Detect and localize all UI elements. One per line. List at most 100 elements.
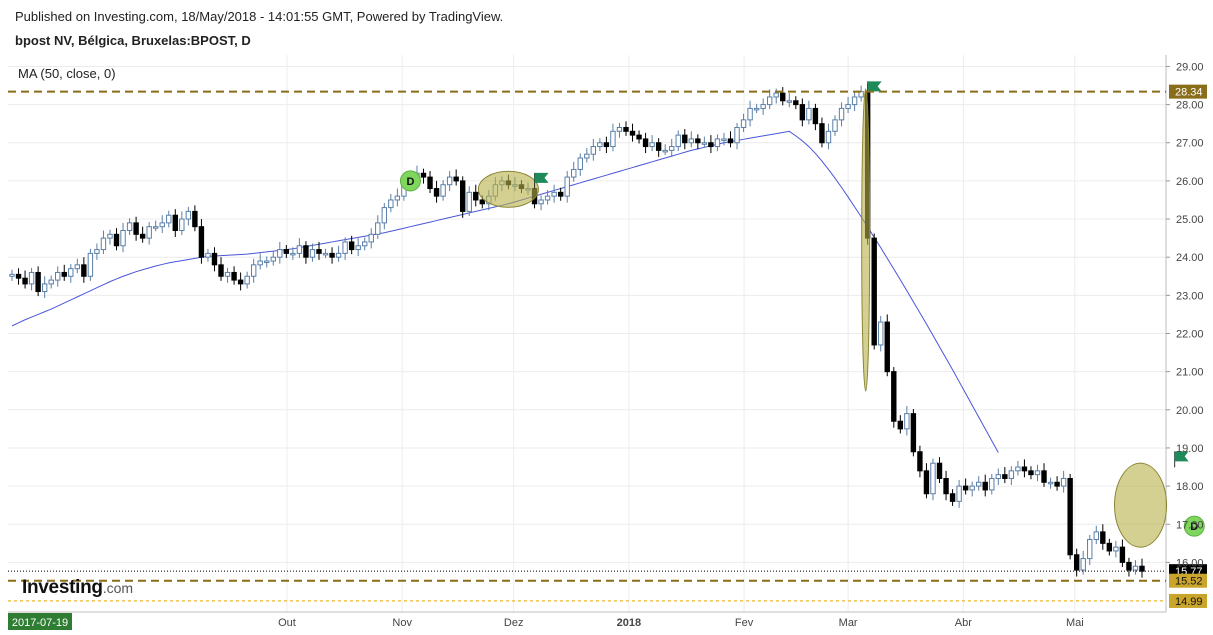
- candle-down: [473, 191, 479, 201]
- highlight-ellipse: [1114, 462, 1168, 548]
- candle-up: [538, 199, 544, 205]
- candle-down: [1021, 466, 1028, 472]
- candle-up: [825, 130, 832, 144]
- candle-down: [799, 104, 806, 121]
- candle-down: [283, 249, 290, 254]
- candle-down: [923, 470, 930, 495]
- candle-down: [1002, 474, 1008, 479]
- candle-down: [793, 100, 799, 106]
- candle-up: [969, 485, 975, 491]
- candle-down: [218, 264, 224, 277]
- candle-down: [603, 142, 610, 148]
- candle-down: [884, 321, 890, 373]
- candle-down: [910, 413, 917, 453]
- candle-up: [956, 485, 962, 502]
- candle-down: [936, 462, 943, 479]
- candle-up: [688, 138, 695, 144]
- candle-up: [322, 252, 329, 256]
- candle-up: [976, 481, 982, 487]
- candle-up: [878, 321, 884, 346]
- candle-down: [133, 222, 139, 235]
- candle-up: [675, 134, 681, 148]
- x-tick-label: Fev: [735, 617, 754, 629]
- candle-up: [701, 142, 708, 145]
- candle-up: [94, 249, 100, 254]
- candle-down: [819, 123, 825, 144]
- candle-down: [949, 493, 956, 502]
- y-axis: 16.00 17.00 18.00 19.00 20.00 21.00 22.00 23.00…: [1166, 61, 1204, 569]
- candle-down: [708, 142, 714, 148]
- x-tick-label: Mai: [1066, 617, 1084, 629]
- candle-up: [995, 474, 1002, 479]
- x-tick-label: Out: [278, 617, 296, 629]
- candle-up: [551, 191, 557, 197]
- candle-down: [636, 134, 642, 140]
- candle-up: [584, 153, 590, 159]
- x-tick-label: Nov: [392, 617, 412, 629]
- candle-up: [597, 142, 603, 148]
- candle-up: [786, 100, 792, 103]
- candle-up: [179, 218, 185, 231]
- candle-up: [48, 279, 54, 285]
- candle-down: [682, 134, 688, 144]
- y-tick-label: 27.00: [1176, 138, 1204, 150]
- candle-down: [871, 237, 877, 346]
- candle-down: [231, 271, 237, 281]
- candle-up: [989, 477, 995, 491]
- candle-up: [610, 130, 616, 148]
- candle-up: [342, 241, 348, 254]
- candle-down: [1139, 565, 1145, 572]
- candle-up: [1093, 531, 1099, 541]
- highlight-ellipse: [477, 170, 539, 208]
- y-tick-label: 17.00: [1176, 519, 1204, 531]
- candle-up: [9, 273, 15, 277]
- y-tick-label: 25.00: [1176, 214, 1204, 226]
- candle-down: [348, 241, 355, 251]
- candle-up: [270, 256, 276, 262]
- candle-up: [152, 226, 159, 229]
- candle-up: [662, 149, 668, 153]
- candle-down: [1106, 542, 1113, 552]
- published-note: Published on Investing.com, 18/May/2018 …: [15, 9, 504, 24]
- level-tag: [1169, 573, 1207, 588]
- candle-down: [329, 252, 335, 258]
- logo-suffix: .com: [102, 580, 134, 596]
- candle-down: [453, 176, 459, 182]
- flag-icon: [534, 172, 549, 183]
- candle-up: [904, 413, 910, 430]
- candle-up: [388, 199, 394, 209]
- candle-down: [962, 485, 969, 491]
- candle-down: [891, 371, 897, 422]
- candle-up: [564, 176, 570, 197]
- candle-up: [1060, 477, 1067, 487]
- candle-up: [1087, 539, 1093, 560]
- candle-up: [159, 222, 165, 228]
- y-tick-label: 28.00: [1176, 100, 1204, 112]
- candle-up: [649, 142, 655, 148]
- flag-icon: [867, 81, 882, 92]
- y-tick-label: 29.00: [1176, 61, 1204, 73]
- candle-up: [41, 283, 48, 293]
- candle-down: [982, 481, 988, 491]
- level-tag-label: 14.99: [1175, 596, 1203, 608]
- level-tag-label: 15.52: [1175, 576, 1203, 588]
- candle-down: [1073, 554, 1080, 571]
- candle-up: [244, 275, 250, 285]
- candle-up: [446, 176, 453, 186]
- candle-up: [1015, 466, 1021, 472]
- candle-up: [264, 260, 270, 264]
- candle-down: [897, 420, 904, 430]
- candle-up: [87, 252, 94, 277]
- start-date-label: 2017-07-19: [12, 617, 68, 629]
- candle-down: [557, 191, 564, 197]
- candle-down: [198, 226, 205, 258]
- candle-down: [1054, 481, 1060, 487]
- candle-down: [35, 271, 41, 293]
- candle-down: [420, 172, 427, 178]
- start-date-tag: [8, 613, 72, 630]
- dividend-icon: [1183, 515, 1205, 537]
- candle-up: [734, 126, 740, 144]
- candle-up: [309, 249, 316, 258]
- candle-up: [1034, 470, 1041, 476]
